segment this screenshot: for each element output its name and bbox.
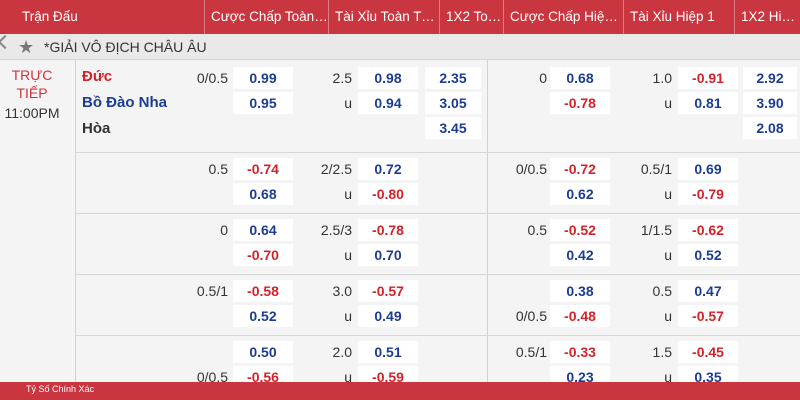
hdp_ft-line-top: 0/0.5 <box>196 70 228 86</box>
hdp_ft-line-top: 0.5 <box>208 161 228 177</box>
kickoff-time: 11:00PM <box>4 105 60 121</box>
ou_h1-line-bottom: u <box>664 186 672 202</box>
odds-table-header: Trận Đấu Cược Chấp Toàn ... Tài Xỉu Toàn… <box>0 0 800 34</box>
league-name: *GIẢI VÔ ĐỊCH CHÂU ÂU <box>44 39 207 55</box>
odd-ou_ft-over[interactable]: 0.98 <box>358 67 418 89</box>
odd-hdp_ft-home[interactable]: 0.99 <box>233 67 293 89</box>
ou_h1-line-bottom: u <box>664 308 672 324</box>
header-handicap-half1[interactable]: Cược Chấp Hiệp 1 <box>503 0 623 34</box>
odd-ou_h1-over[interactable]: 0.69 <box>678 158 738 180</box>
live-label-2: TIẾP <box>16 85 48 101</box>
home-team: Đức <box>82 68 113 85</box>
odd-hdp_h1-home[interactable]: -0.52 <box>550 219 610 241</box>
ou_ft-line-bottom: u <box>344 95 352 111</box>
odd-1x2-h1-away[interactable]: 3.90 <box>743 92 797 114</box>
odd-ou_ft-over[interactable]: 0.72 <box>358 158 418 180</box>
odd-ou_h1-under[interactable]: 0.81 <box>678 92 738 114</box>
live-label: TRỰC <box>11 67 53 83</box>
hdp_h1-line-bottom: 0/0.5 <box>515 308 547 324</box>
odd-ou_ft-over[interactable]: -0.78 <box>358 219 418 241</box>
odd-ou_h1-under[interactable]: -0.79 <box>678 183 738 205</box>
ou_ft-line-bottom: u <box>344 369 352 385</box>
odd-ou_ft-over[interactable]: -0.57 <box>358 280 418 302</box>
league-row[interactable]: ★ *GIẢI VÔ ĐỊCH CHÂU ÂU <box>0 34 800 60</box>
odd-ou_h1-over[interactable]: 0.47 <box>678 280 738 302</box>
match-time-box: TRỰC TIẾP 11:00PM <box>0 60 64 122</box>
draw-label: Hòa <box>82 120 111 137</box>
ou_ft-line-bottom: u <box>344 247 352 263</box>
header-match[interactable]: Trận Đấu <box>22 9 78 24</box>
odd-ou_h1-under[interactable]: -0.57 <box>678 305 738 327</box>
odd-hdp_h1-away[interactable]: 0.62 <box>550 183 610 205</box>
header-over-under-half1[interactable]: Tài Xỉu Hiệp 1 <box>623 0 734 34</box>
hdp_h1-line-top: 0.5/1 <box>515 344 547 360</box>
header-1x2-fulltime[interactable]: 1X2 Toà... <box>439 0 503 34</box>
ou_h1-line-top: 0.5/1 <box>640 161 672 177</box>
odd-hdp_ft-home[interactable]: 0.50 <box>233 341 293 363</box>
odd-ou_h1-over[interactable]: -0.45 <box>678 341 738 363</box>
odd-hdp_h1-home[interactable]: -0.33 <box>550 341 610 363</box>
odd-hdp_h1-away[interactable]: -0.78 <box>550 92 610 114</box>
hdp_ft-line-bottom: 0/0.5 <box>196 369 228 385</box>
hdp_ft-line-top: 0.5/1 <box>196 283 228 299</box>
odd-hdp_h1-home[interactable]: 0.68 <box>550 67 610 89</box>
ou_ft-line-top: 2.5/3 <box>320 222 352 238</box>
odd-hdp_h1-away[interactable]: 0.42 <box>550 244 610 266</box>
odd-hdp_h1-home[interactable]: -0.72 <box>550 158 610 180</box>
ou_h1-line-bottom: u <box>664 95 672 111</box>
odd-ou_h1-over[interactable]: -0.62 <box>678 219 738 241</box>
odd-1x2-ft-home[interactable]: 2.35 <box>425 67 481 89</box>
odd-ou_ft-under[interactable]: 0.94 <box>358 92 418 114</box>
header-1x2-half1[interactable]: 1X2 Hiệ... <box>734 0 800 34</box>
ou_h1-line-top: 1.5 <box>652 344 672 360</box>
collapse-corner-icon[interactable] <box>0 34 13 50</box>
correct-score-bar[interactable]: Tỷ Số Chính Xác <box>0 382 800 400</box>
header-handicap-fulltime[interactable]: Cược Chấp Toàn ... <box>204 0 328 34</box>
ou_h1-line-bottom: u <box>664 369 672 385</box>
ou_h1-line-top: 1/1.5 <box>640 222 672 238</box>
ou_h1-line-top: 1.0 <box>652 70 672 86</box>
header-over-under-fulltime[interactable]: Tài Xỉu Toàn Trận <box>328 0 439 34</box>
odd-ou_ft-over[interactable]: 0.51 <box>358 341 418 363</box>
hdp_h1-line-top: 0 <box>539 70 547 86</box>
hdp_h1-line-top: 0/0.5 <box>515 161 547 177</box>
odd-hdp_ft-home[interactable]: -0.74 <box>233 158 293 180</box>
ou_h1-line-top: 0.5 <box>652 283 672 299</box>
away-team: Bồ Đào Nha <box>82 94 168 111</box>
star-icon[interactable]: ★ <box>18 37 35 57</box>
odd-ou_ft-under[interactable]: 0.49 <box>358 305 418 327</box>
odd-1x2-ft-away[interactable]: 3.05 <box>425 92 481 114</box>
odd-hdp_h1-away[interactable]: -0.48 <box>550 305 610 327</box>
odd-hdp_ft-home[interactable]: -0.58 <box>233 280 293 302</box>
hdp_h1-line-top: 0.5 <box>527 222 547 238</box>
odd-hdp_ft-away[interactable]: -0.70 <box>233 244 293 266</box>
odd-hdp_ft-away[interactable]: 0.68 <box>233 183 293 205</box>
ou_ft-line-top: 2/2.5 <box>320 161 352 177</box>
odd-hdp_ft-home[interactable]: 0.64 <box>233 219 293 241</box>
ou_ft-line-top: 2.5 <box>332 70 352 86</box>
ou_ft-line-top: 3.0 <box>332 283 352 299</box>
odd-hdp_ft-away[interactable]: 0.95 <box>233 92 293 114</box>
odd-hdp_h1-home[interactable]: 0.38 <box>550 280 610 302</box>
ou_ft-line-top: 2.0 <box>332 344 352 360</box>
odd-hdp_ft-away[interactable]: 0.52 <box>233 305 293 327</box>
hdp_ft-line-top: 0 <box>220 222 228 238</box>
odd-1x2-ft-draw[interactable]: 3.45 <box>425 117 481 139</box>
odd-ou_h1-under[interactable]: 0.52 <box>678 244 738 266</box>
odd-ou_ft-under[interactable]: -0.80 <box>358 183 418 205</box>
odd-1x2-h1-home[interactable]: 2.92 <box>743 67 797 89</box>
ou_h1-line-bottom: u <box>664 247 672 263</box>
odd-ou_h1-over[interactable]: -0.91 <box>678 67 738 89</box>
odds-grid: TRỰC TIẾP 11:00PM Đức Bồ Đào Nha Hòa 2.3… <box>0 60 800 388</box>
ou_ft-line-bottom: u <box>344 186 352 202</box>
odd-1x2-h1-draw[interactable]: 2.08 <box>743 117 797 139</box>
odd-ou_ft-under[interactable]: 0.70 <box>358 244 418 266</box>
ou_ft-line-bottom: u <box>344 308 352 324</box>
